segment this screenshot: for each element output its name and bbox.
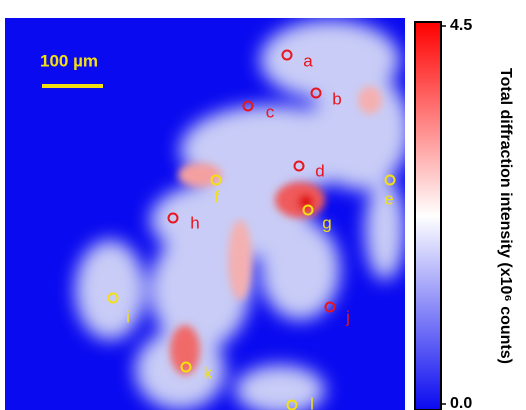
marker-label: a: [303, 51, 313, 70]
marker: [324, 301, 336, 313]
marker-label: b: [332, 89, 341, 108]
colorbar: [414, 21, 442, 410]
marker-label: h: [190, 213, 199, 232]
marker: [281, 49, 293, 61]
marker: [210, 174, 222, 186]
scale-bar-label: 100 µm: [40, 51, 98, 70]
marker-label: i: [126, 307, 130, 326]
marker-label: d: [315, 161, 324, 180]
colorbar-label: Total diffraction intensity (x10⁶ counts…: [497, 68, 514, 364]
marker-label: j: [345, 307, 350, 326]
marker-label: k: [204, 363, 213, 382]
marker: [293, 160, 305, 172]
marker: [302, 204, 314, 216]
colorbar-tick-label: 0.0: [450, 395, 472, 410]
marker-label: e: [384, 189, 393, 208]
marker-label: c: [266, 102, 275, 121]
marker: [107, 292, 119, 304]
marker: [180, 361, 192, 373]
intensity-map: [5, 18, 405, 410]
colorbar-tick-label: 4.5: [450, 17, 472, 34]
marker: [242, 100, 254, 112]
marker-label: f: [215, 187, 220, 206]
marker: [167, 212, 179, 224]
marker-label: l: [310, 394, 314, 410]
marker: [384, 174, 396, 186]
marker: [310, 87, 322, 99]
marker-label: g: [322, 213, 331, 232]
